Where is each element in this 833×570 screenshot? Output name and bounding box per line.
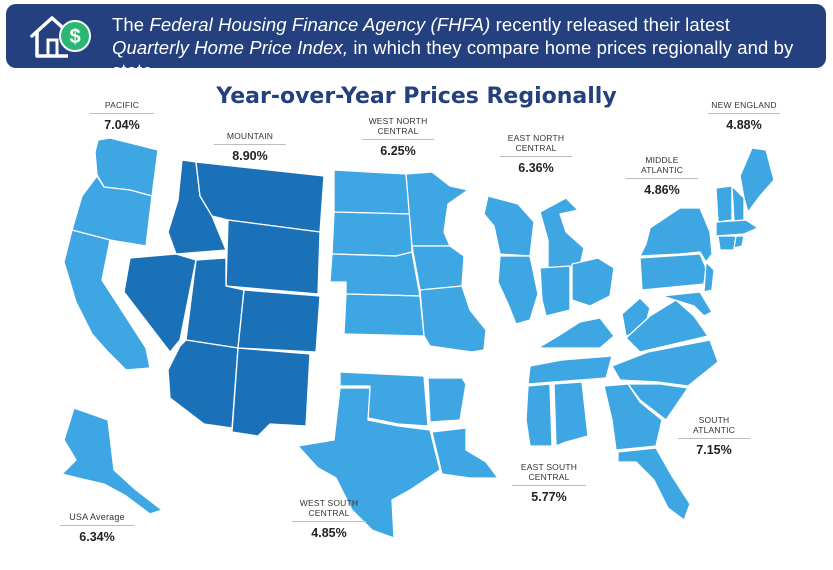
state-texas <box>297 387 441 539</box>
state-vermont <box>715 185 733 223</box>
state-arkansas <box>427 377 467 423</box>
state-illinois <box>497 255 539 325</box>
info-banner: $ The Federal Housing Finance Agency (FH… <box>6 4 826 81</box>
region-west-north-central <box>329 169 487 353</box>
state-new-jersey <box>703 261 715 293</box>
state-alabama <box>553 381 589 447</box>
map-title: Year-over-Year Prices Regionally <box>216 84 617 109</box>
house-dollar-icon: $ <box>30 16 91 58</box>
label-middle-atlantic: MIDDLE ATLANTIC 4.86% <box>626 155 698 197</box>
svg-text:$: $ <box>69 26 80 48</box>
state-kansas <box>343 293 425 337</box>
region-middle-atlantic <box>639 207 715 293</box>
state-kentucky <box>537 317 615 349</box>
state-rhode-island <box>733 235 745 249</box>
state-new-york <box>639 207 713 263</box>
state-california <box>63 229 151 371</box>
state-south-dakota <box>331 211 413 257</box>
label-mountain: MOUNTAIN 8.90% <box>214 131 286 163</box>
state-north-carolina <box>611 339 719 387</box>
banner-text: The Federal Housing Finance Agency (FHFA… <box>112 14 794 81</box>
state-north-dakota <box>333 169 411 215</box>
state-maine <box>739 147 775 213</box>
state-missouri <box>419 285 487 353</box>
state-maryland-delaware <box>661 291 713 317</box>
region-west-south-central <box>297 371 499 539</box>
state-colorado <box>237 289 321 353</box>
state-louisiana <box>431 427 499 479</box>
label-usa-average: USA Average 6.34% <box>60 512 134 544</box>
label-pacific: PACIFIC 7.04% <box>90 100 154 132</box>
state-pennsylvania <box>639 253 707 291</box>
region-pacific <box>61 137 167 539</box>
state-arizona <box>167 339 239 429</box>
state-mississippi <box>525 383 553 447</box>
state-south-carolina <box>627 383 689 421</box>
state-connecticut <box>717 235 737 251</box>
label-east-south-central: EAST SOUTH CENTRAL 5.77% <box>512 462 586 504</box>
state-virginia <box>625 299 709 353</box>
state-iowa <box>411 245 465 291</box>
state-nebraska <box>329 251 421 297</box>
region-south-atlantic <box>603 291 719 521</box>
state-florida <box>617 447 691 521</box>
region-new-england <box>715 147 775 251</box>
label-new-england: NEW ENGLAND 4.88% <box>708 100 780 132</box>
state-michigan <box>539 197 585 271</box>
state-nevada <box>123 253 197 353</box>
state-ohio <box>571 257 615 307</box>
state-alaska <box>61 407 163 515</box>
state-massachusetts <box>715 219 759 237</box>
state-tennessee <box>527 355 613 385</box>
state-montana <box>195 161 325 233</box>
label-south-atlantic: SOUTH ATLANTIC 7.15% <box>678 415 750 457</box>
state-oregon <box>71 175 153 247</box>
label-west-north-central: WEST NORTH CENTRAL 6.25% <box>362 116 434 158</box>
state-new-mexico <box>231 347 311 437</box>
state-wisconsin <box>483 195 535 257</box>
state-wyoming <box>225 219 321 295</box>
state-hawaii <box>131 521 167 539</box>
label-east-north-central: EAST NORTH CENTRAL 6.36% <box>500 133 572 175</box>
region-mountain <box>123 159 325 437</box>
region-east-south-central <box>525 317 615 447</box>
state-indiana <box>539 265 571 317</box>
label-west-south-central: WEST SOUTH CENTRAL 4.85% <box>292 498 366 540</box>
state-georgia <box>603 383 663 451</box>
region-east-north-central <box>483 195 615 325</box>
state-minnesota <box>405 171 469 247</box>
state-oklahoma <box>339 371 429 427</box>
